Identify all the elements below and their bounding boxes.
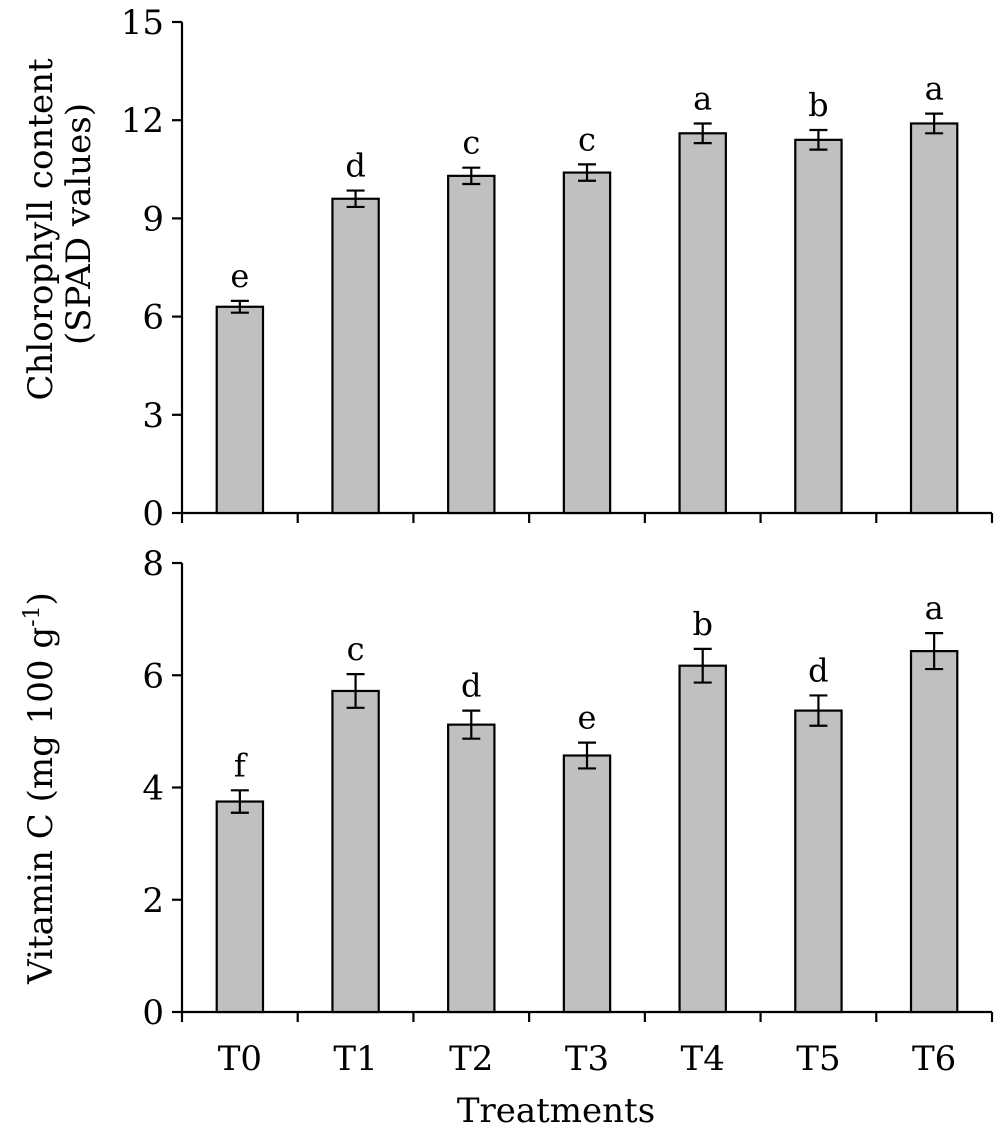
- chlorophyll-error-bar-t0: [230, 299, 249, 314]
- chlorophyll-chart: Chlorophyll content (SPAD values) 0 3 6 9 12…: [21, 3, 994, 534]
- vitamin-c-significance-letter-t2: d: [461, 667, 481, 705]
- vitamin-c-y-axis-title: Vitamin C (mg 100 g-1): [20, 592, 61, 985]
- vitamin-c-bar-t0: [215, 800, 265, 1014]
- x-tick-label-t5: T5: [796, 1039, 840, 1079]
- vitamin-c-bar-t5: [794, 709, 843, 1014]
- vitamin-c-bar-t1: [331, 689, 380, 1014]
- chlorophyll-significance-letter-t4: a: [693, 79, 712, 117]
- chlorophyll-significance-letter-t2: c: [462, 124, 480, 162]
- vitamin-c-y-axis-title-superscript: -1: [20, 605, 45, 626]
- vitamin-c-significance-letter-t3: e: [578, 699, 597, 737]
- vitamin-c-bar-t2: [447, 723, 496, 1014]
- vitamin-c-error-bar-t3: [578, 741, 596, 770]
- chlorophyll-bar-t2: [447, 174, 496, 515]
- vitamin-c-error-bar-t2: [462, 709, 481, 740]
- chlorophyll-bar-t0: [215, 305, 265, 515]
- chlorophyll-error-bar-t1: [346, 189, 365, 209]
- chlorophyll-error-bar-t6: [925, 112, 944, 135]
- vitamin-c-significance-letter-t6: a: [925, 589, 944, 627]
- vitamin-c-y-tick-label: 8: [142, 544, 164, 584]
- chlorophyll-error-bar-t2: [462, 166, 481, 186]
- x-tick-label-t1: T1: [333, 1039, 377, 1079]
- x-tick-label-t6: T6: [912, 1039, 956, 1079]
- vitamin-c-error-bar-t1: [346, 673, 365, 709]
- vitamin-c-chart: Vitamin C (mg 100 g-1) Treatments 0 2 4 6 8 f…: [20, 544, 994, 1131]
- chlorophyll-y-axis-title-line-2: (SPAD values): [59, 103, 99, 345]
- x-tick-label-t3: T3: [565, 1039, 609, 1079]
- chlorophyll-y-tick-label: 15: [121, 3, 164, 43]
- vitamin-c-significance-letter-t5: d: [808, 651, 828, 689]
- vitamin-c-error-bar-t6: [925, 632, 944, 671]
- chlorophyll-bar-t3: [562, 171, 612, 515]
- vitamin-c-bar-t4: [678, 664, 727, 1014]
- chlorophyll-error-bar-t3: [578, 163, 596, 182]
- vitamin-c-y-tick-label: 4: [142, 769, 164, 809]
- chlorophyll-y-tick-label: 12: [121, 101, 164, 141]
- chlorophyll-y-tick-label: 3: [142, 396, 164, 436]
- chlorophyll-bar-t1: [331, 197, 380, 515]
- chlorophyll-bar-t6: [909, 122, 959, 515]
- vitamin-c-significance-letter-t1: c: [347, 630, 365, 668]
- chlorophyll-y-tick-label: 0: [142, 494, 164, 534]
- chlorophyll-significance-letter-t3: c: [578, 120, 596, 158]
- vitamin-c-error-bar-t0: [230, 789, 249, 814]
- chlorophyll-y-tick-label: 9: [142, 199, 164, 239]
- vitamin-c-error-bar-t5: [809, 694, 828, 727]
- vitamin-c-significance-letter-t4: b: [692, 605, 712, 643]
- vitamin-c-y-tick-label: 0: [142, 993, 164, 1033]
- chlorophyll-significance-letter-t1: d: [345, 147, 365, 185]
- chlorophyll-y-tick-label: 6: [142, 298, 164, 338]
- vitamin-c-significance-letter-t0: f: [234, 746, 248, 784]
- chlorophyll-y-axis-title-line-1: Chlorophyll content: [21, 58, 61, 400]
- vitamin-c-bar-t3: [562, 754, 612, 1014]
- x-axis-title: Treatments: [457, 1091, 655, 1131]
- x-tick-label-t4: T4: [681, 1039, 725, 1079]
- chlorophyll-significance-letter-t0: e: [230, 257, 249, 295]
- chlorophyll-significance-letter-t6: a: [925, 70, 944, 108]
- vitamin-c-y-tick-label: 2: [142, 881, 164, 921]
- chlorophyll-y-axis-title: Chlorophyll content (SPAD values): [21, 48, 99, 401]
- chlorophyll-error-bar-t5: [809, 128, 828, 151]
- chlorophyll-error-bar-t4: [693, 122, 712, 145]
- vitamin-c-bar-t6: [909, 650, 959, 1014]
- vitamin-c-y-tick-label: 6: [142, 656, 164, 696]
- x-tick-label-t2: T2: [449, 1039, 493, 1079]
- chlorophyll-bar-t4: [678, 132, 727, 515]
- chlorophyll-bar-t5: [794, 138, 843, 515]
- vitamin-c-y-axis-title-end: ): [21, 592, 61, 605]
- chlorophyll-significance-letter-t5: b: [808, 86, 828, 124]
- vitamin-c-error-bar-t4: [693, 647, 712, 684]
- vitamin-c-y-axis-title-main: Vitamin C (mg 100 g: [21, 627, 61, 985]
- x-tick-label-t0: T0: [218, 1039, 262, 1079]
